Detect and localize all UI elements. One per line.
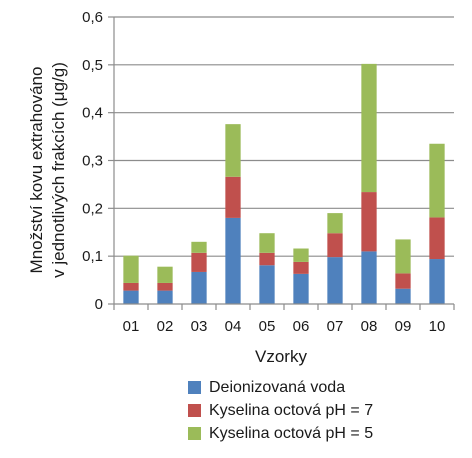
bar-segment-04-s0 [225,217,241,304]
bar-segment-01-s2 [123,255,139,283]
bar-segment-10-s2 [429,143,445,218]
x-tick-label: 07 [327,318,344,335]
x-tick-label: 09 [395,318,412,335]
y-axis-title: Množství kovu extrahováno v jednotlivých… [27,62,68,278]
legend-item-acetic-acid-ph7: Kyselina octová pH = 7 [188,399,373,422]
x-tick-label: 08 [361,318,378,335]
legend-label-acetic-acid-ph7: Kyselina octová pH = 7 [209,401,374,419]
axes [108,16,455,310]
x-tick-label: 05 [259,318,276,335]
bar-segment-07-s1 [327,233,343,258]
stacked-bar-chart: 0 0,1 0,2 0,3 0,4 0,5 0,6 01 02 03 04 05 06 07 08 09 10… [27,9,455,366]
bar-segment-05-s0 [259,265,275,304]
y-tick-label: 0,6 [82,9,103,26]
bar-segment-09-s2 [395,239,411,274]
gridlines [114,16,454,257]
bar-segment-03-s1 [191,252,207,272]
bar-segment-04-s2 [225,124,241,177]
bar-segment-06-s1 [293,261,309,274]
bar-segment-10-s0 [429,259,445,304]
legend: Deionizovaná voda Kyselina octová pH = 7… [188,376,373,445]
x-tick-label: 10 [429,318,446,335]
bar-segment-02-s2 [157,266,173,283]
bar-segment-07-s0 [327,257,343,304]
legend-label-deionized-water: Deionizovaná voda [209,378,346,396]
bar-segment-09-s0 [395,288,411,304]
legend-swatch-acetic-acid-ph7 [188,404,201,417]
bar-segment-04-s1 [225,176,241,218]
x-tick-label: 02 [157,318,174,335]
legend-label-acetic-acid-ph5: Kyselina octová pH = 5 [209,424,374,442]
bar-segment-10-s1 [429,217,445,260]
bar-segment-05-s2 [259,233,275,253]
y-tick-label: 0,5 [82,57,103,74]
y-tick-label: 0 [95,296,103,313]
x-axis-title: Vzorky [255,347,307,366]
y-tick-label: 0,4 [82,105,103,122]
bar-segment-03-s2 [191,241,207,253]
legend-item-acetic-acid-ph5: Kyselina octová pH = 5 [188,422,373,445]
bar-segment-03-s0 [191,271,207,304]
x-tick-label: 04 [225,318,242,335]
legend-swatch-deionized-water [188,381,201,394]
y-tick-label: 0,1 [82,248,103,265]
bar-segment-07-s2 [327,213,343,234]
bar-segment-01-s0 [123,290,139,304]
y-tick-label: 0,2 [82,200,103,217]
y-tick-label: 0,3 [82,153,103,170]
bar-segment-06-s0 [293,273,309,304]
y-tick-labels: 0 0,1 0,2 0,3 0,4 0,5 0,6 [82,9,103,313]
bar-segment-06-s2 [293,248,309,262]
bar-segment-08-s2 [361,63,377,193]
bar-segment-09-s1 [395,273,411,289]
y-axis-title-line-2: v jednotlivých frakcích (μg/g) [49,62,68,278]
bar-segment-01-s1 [123,282,139,291]
bar-segment-08-s1 [361,192,377,252]
bar-segment-08-s0 [361,251,377,304]
x-tick-labels: 01 02 03 04 05 06 07 08 09 10 [123,318,446,335]
bars [123,63,445,304]
bar-segment-05-s1 [259,252,275,266]
x-tick-label: 01 [123,318,140,335]
y-axis-title-line-1: Množství kovu extrahováno [27,67,46,274]
x-tick-label: 03 [191,318,208,335]
bar-segment-02-s0 [157,290,173,304]
x-tick-label: 06 [293,318,310,335]
bar-segment-02-s1 [157,282,173,291]
legend-swatch-acetic-acid-ph5 [188,427,201,440]
legend-item-deionized-water: Deionizovaná voda [188,376,373,399]
